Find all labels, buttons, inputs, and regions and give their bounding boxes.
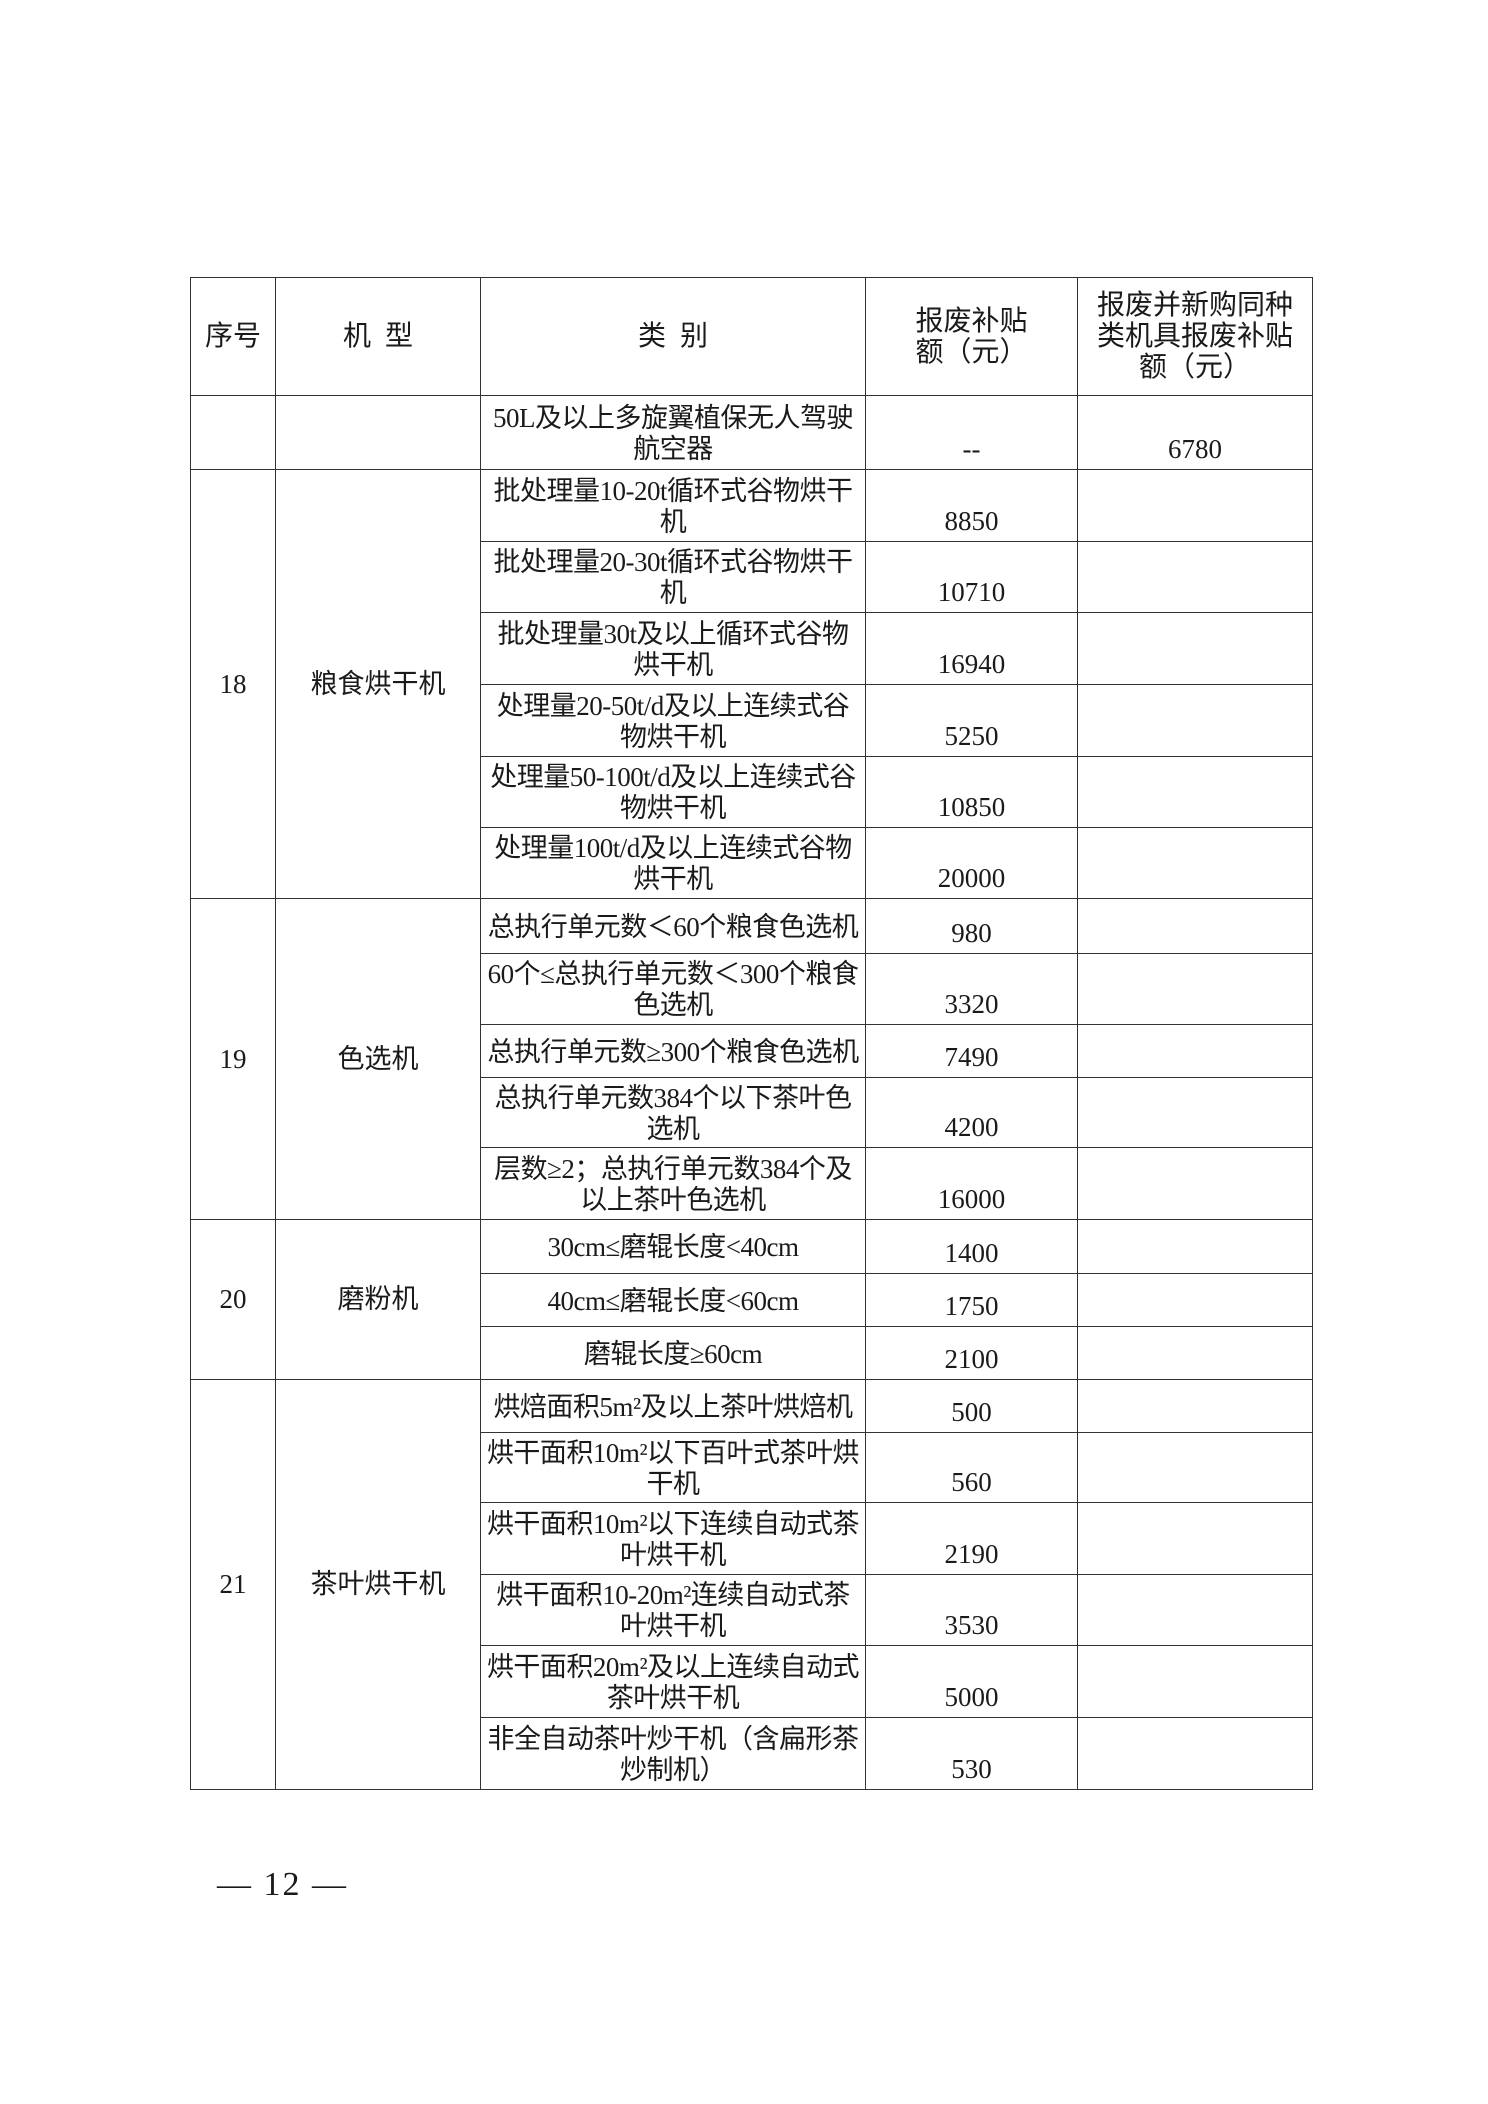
category-cell: 50L及以上多旋翼植保无人驾驶航空器 xyxy=(480,395,866,470)
scrap-new-subsidy-cell xyxy=(1077,1024,1313,1078)
scrap-new-subsidy-cell xyxy=(1077,612,1313,685)
category-cell: 非全自动茶叶炒干机（含扁形茶炒制机） xyxy=(480,1717,866,1790)
category-cell: 总执行单元数＜60个粮食色选机 xyxy=(480,898,866,954)
table-row: 60个≤总执行单元数＜300个粮食色选机 3320 xyxy=(191,953,1313,1025)
table-row: 处理量100t/d及以上连续式谷物烘干机 20000 xyxy=(191,827,1313,899)
category-cell: 处理量20-50t/d及以上连续式谷物烘干机 xyxy=(480,684,866,757)
table-row: 烘干面积10m²以下百叶式茶叶烘干机 560 xyxy=(191,1432,1313,1503)
category-cell: 批处理量20-30t循环式谷物烘干机 xyxy=(480,541,866,613)
scrap-new-subsidy-cell xyxy=(1077,756,1313,828)
scrap-subsidy-cell: 16000 xyxy=(865,1147,1078,1220)
scrap-subsidy-cell: -- xyxy=(865,395,1078,470)
scrap-new-subsidy-cell xyxy=(1077,1574,1313,1646)
scrap-subsidy-cell: 500 xyxy=(865,1379,1078,1433)
model-cell: 茶叶烘干机 xyxy=(275,1379,481,1790)
header-scrap-new-subsidy: 报废并新购同种类机具报废补贴额（元） xyxy=(1077,277,1313,396)
seq-cell: 18 xyxy=(190,469,276,899)
scrap-new-subsidy-cell xyxy=(1077,1432,1313,1503)
category-cell: 处理量100t/d及以上连续式谷物烘干机 xyxy=(480,827,866,899)
scrap-new-subsidy-cell xyxy=(1077,1273,1313,1327)
scrap-subsidy-cell: 2190 xyxy=(865,1502,1078,1575)
header-row: 序号 机 型 类 别 报废补贴额（元） 报废并新购同种类机具报废补贴额（元） xyxy=(190,277,1313,396)
scrap-new-subsidy-cell xyxy=(1077,1645,1313,1718)
scrap-subsidy-cell: 3530 xyxy=(865,1574,1078,1646)
scrap-subsidy-cell: 10850 xyxy=(865,756,1078,828)
category-cell: 总执行单元数384个以下茶叶色选机 xyxy=(480,1077,866,1148)
table-row: 处理量50-100t/d及以上连续式谷物烘干机 10850 xyxy=(191,756,1313,828)
category-cell: 烘干面积10m²以下百叶式茶叶烘干机 xyxy=(480,1432,866,1503)
scrap-new-subsidy-cell xyxy=(1077,1717,1313,1790)
header-seq: 序号 xyxy=(190,277,276,396)
category-cell: 烘干面积10m²以下连续自动式茶叶烘干机 xyxy=(480,1502,866,1575)
scrap-subsidy-cell: 530 xyxy=(865,1717,1078,1790)
category-cell: 烘干面积20m²及以上连续自动式茶叶烘干机 xyxy=(480,1645,866,1718)
scrap-subsidy-cell: 560 xyxy=(865,1432,1078,1503)
table-row: 21 茶叶烘干机 烘焙面积5m²及以上茶叶烘焙机 500 xyxy=(190,1379,1313,1790)
model-cell: 色选机 xyxy=(275,898,481,1220)
table-row: 层数≥2；总执行单元数384个及以上茶叶色选机 16000 xyxy=(191,1147,1313,1220)
table-row: 20 磨粉机 30cm≤磨辊长度<40cm 1400 xyxy=(190,1219,1313,1380)
scrap-new-subsidy-cell xyxy=(1077,898,1313,954)
category-cell: 批处理量10-20t循环式谷物烘干机 xyxy=(480,469,866,542)
page-number: — 12 — xyxy=(217,1866,348,1903)
scrap-subsidy-cell: 5000 xyxy=(865,1645,1078,1718)
category-cell: 烘干面积10-20m²连续自动式茶叶烘干机 xyxy=(480,1574,866,1646)
table-row: 总执行单元数384个以下茶叶色选机 4200 xyxy=(191,1077,1313,1148)
table-row: 烘干面积20m²及以上连续自动式茶叶烘干机 5000 xyxy=(191,1645,1313,1718)
scrap-new-subsidy-cell xyxy=(1077,1502,1313,1575)
category-cell: 总执行单元数≥300个粮食色选机 xyxy=(480,1024,866,1078)
scrap-subsidy-cell: 1750 xyxy=(865,1273,1078,1327)
scrap-new-subsidy-cell xyxy=(1077,953,1313,1025)
scrap-subsidy-cell: 1400 xyxy=(865,1219,1078,1274)
scrap-new-subsidy-cell xyxy=(1077,684,1313,757)
model-cell: 磨粉机 xyxy=(275,1219,481,1380)
category-cell: 烘焙面积5m²及以上茶叶烘焙机 xyxy=(480,1379,866,1433)
scrap-subsidy-cell: 16940 xyxy=(865,612,1078,685)
scrap-subsidy-cell: 8850 xyxy=(865,469,1078,542)
category-cell: 60个≤总执行单元数＜300个粮食色选机 xyxy=(480,953,866,1025)
category-cell: 30cm≤磨辊长度<40cm xyxy=(480,1219,866,1274)
scrap-subsidy-cell: 2100 xyxy=(865,1326,1078,1380)
table-row: 50L及以上多旋翼植保无人驾驶航空器 -- 6780 xyxy=(190,395,1313,470)
table-row: 非全自动茶叶炒干机（含扁形茶炒制机） 530 xyxy=(191,1717,1313,1790)
model-cell: 粮食烘干机 xyxy=(275,469,481,899)
table-row: 烘干面积10m²以下连续自动式茶叶烘干机 2190 xyxy=(191,1502,1313,1575)
seq-cell xyxy=(190,395,276,470)
header-scrap-subsidy: 报废补贴额（元） xyxy=(865,277,1078,396)
scrap-new-subsidy-cell xyxy=(1077,1326,1313,1380)
scrap-new-subsidy-cell xyxy=(1077,1147,1313,1220)
table-row: 总执行单元数≥300个粮食色选机 7490 xyxy=(191,1024,1313,1078)
header-category: 类 别 xyxy=(480,277,866,396)
subsidy-table: 序号 机 型 类 别 报废补贴额（元） 报废并新购同种类机具报废补贴额（元） 5… xyxy=(190,277,1313,1790)
table-body: 50L及以上多旋翼植保无人驾驶航空器 -- 6780 18 粮食烘干机 批处理量10-20… xyxy=(190,395,1313,1790)
category-cell: 40cm≤磨辊长度<60cm xyxy=(480,1273,866,1327)
seq-cell: 19 xyxy=(190,898,276,1220)
scrap-subsidy-cell: 7490 xyxy=(865,1024,1078,1078)
scrap-new-subsidy-cell xyxy=(1077,1219,1313,1274)
scrap-subsidy-cell: 20000 xyxy=(865,827,1078,899)
model-cell xyxy=(275,395,481,470)
scrap-subsidy-cell: 10710 xyxy=(865,541,1078,613)
category-cell: 处理量50-100t/d及以上连续式谷物烘干机 xyxy=(480,756,866,828)
category-cell: 批处理量30t及以上循环式谷物烘干机 xyxy=(480,612,866,685)
scrap-new-subsidy-cell: 6780 xyxy=(1077,395,1313,470)
scrap-subsidy-cell: 4200 xyxy=(865,1077,1078,1148)
seq-cell: 21 xyxy=(190,1379,276,1790)
scrap-new-subsidy-cell xyxy=(1077,469,1313,542)
seq-cell: 20 xyxy=(190,1219,276,1380)
scrap-subsidy-cell: 5250 xyxy=(865,684,1078,757)
table-row: 18 粮食烘干机 批处理量10-20t循环式谷物烘干机 8850 xyxy=(190,469,1313,899)
header-model: 机 型 xyxy=(275,277,481,396)
scrap-subsidy-cell: 980 xyxy=(865,898,1078,954)
scrap-subsidy-cell: 3320 xyxy=(865,953,1078,1025)
table-row: 40cm≤磨辊长度<60cm 1750 xyxy=(191,1273,1313,1327)
category-cell: 磨辊长度≥60cm xyxy=(480,1326,866,1380)
category-cell: 层数≥2；总执行单元数384个及以上茶叶色选机 xyxy=(480,1147,866,1220)
scrap-new-subsidy-cell xyxy=(1077,827,1313,899)
scrap-new-subsidy-cell xyxy=(1077,1077,1313,1148)
scrap-new-subsidy-cell xyxy=(1077,541,1313,613)
table-row: 烘干面积10-20m²连续自动式茶叶烘干机 3530 xyxy=(191,1574,1313,1646)
table-row: 19 色选机 总执行单元数＜60个粮食色选机 980 xyxy=(190,898,1313,1220)
scrap-new-subsidy-cell xyxy=(1077,1379,1313,1433)
